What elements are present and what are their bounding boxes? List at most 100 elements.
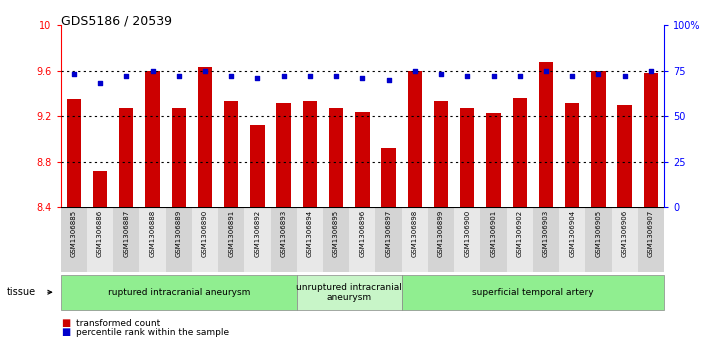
Text: superficial temporal artery: superficial temporal artery bbox=[472, 288, 593, 297]
Point bbox=[173, 73, 184, 79]
Text: GSM1306887: GSM1306887 bbox=[124, 210, 129, 257]
Bar bbox=[113, 25, 139, 207]
Bar bbox=[612, 25, 638, 207]
Bar bbox=[218, 25, 244, 207]
Text: ■: ■ bbox=[61, 318, 70, 328]
Text: percentile rank within the sample: percentile rank within the sample bbox=[76, 328, 229, 337]
Bar bbox=[591, 71, 605, 207]
Bar bbox=[297, 207, 323, 272]
FancyBboxPatch shape bbox=[402, 275, 664, 310]
Point bbox=[331, 73, 342, 79]
Bar bbox=[198, 68, 212, 207]
Point bbox=[514, 73, 526, 79]
Point bbox=[461, 73, 473, 79]
Text: GSM1306886: GSM1306886 bbox=[97, 210, 103, 257]
Point bbox=[94, 81, 106, 86]
Text: GSM1306893: GSM1306893 bbox=[281, 210, 286, 257]
Bar bbox=[113, 207, 139, 272]
Bar bbox=[638, 25, 664, 207]
Bar bbox=[139, 25, 166, 207]
Text: GSM1306901: GSM1306901 bbox=[491, 210, 496, 257]
Point bbox=[356, 75, 368, 81]
Bar bbox=[244, 25, 271, 207]
Text: ruptured intracranial aneurysm: ruptured intracranial aneurysm bbox=[108, 288, 250, 297]
Bar bbox=[618, 105, 632, 207]
Bar bbox=[408, 71, 422, 207]
Bar bbox=[486, 113, 501, 207]
Bar bbox=[376, 25, 402, 207]
Text: tissue: tissue bbox=[7, 287, 36, 297]
Bar bbox=[481, 207, 507, 272]
Text: GSM1306906: GSM1306906 bbox=[622, 210, 628, 257]
Bar bbox=[87, 207, 113, 272]
Bar bbox=[644, 73, 658, 207]
Text: GSM1306898: GSM1306898 bbox=[412, 210, 418, 257]
Bar bbox=[402, 207, 428, 272]
Bar bbox=[66, 99, 81, 207]
Point bbox=[645, 68, 657, 74]
Bar bbox=[218, 207, 244, 272]
FancyBboxPatch shape bbox=[297, 275, 402, 310]
Point bbox=[121, 73, 132, 79]
Text: GSM1306888: GSM1306888 bbox=[149, 210, 156, 257]
Bar bbox=[61, 207, 87, 272]
Bar bbox=[323, 25, 349, 207]
Bar bbox=[460, 108, 475, 207]
Text: GSM1306902: GSM1306902 bbox=[517, 210, 523, 257]
Text: GSM1306892: GSM1306892 bbox=[254, 210, 261, 257]
Bar bbox=[565, 102, 580, 207]
Text: GSM1306885: GSM1306885 bbox=[71, 210, 77, 257]
Bar bbox=[297, 25, 323, 207]
Bar bbox=[166, 25, 192, 207]
FancyBboxPatch shape bbox=[61, 275, 297, 310]
Bar bbox=[61, 25, 87, 207]
Bar bbox=[171, 108, 186, 207]
Bar bbox=[513, 98, 527, 207]
Text: GSM1306904: GSM1306904 bbox=[569, 210, 575, 257]
Text: GSM1306890: GSM1306890 bbox=[202, 210, 208, 257]
Bar bbox=[434, 101, 448, 207]
Bar bbox=[271, 25, 297, 207]
Bar bbox=[166, 207, 192, 272]
Bar bbox=[323, 207, 349, 272]
Bar bbox=[381, 148, 396, 207]
Bar bbox=[276, 102, 291, 207]
Bar bbox=[585, 207, 612, 272]
Bar bbox=[349, 207, 376, 272]
Text: GSM1306896: GSM1306896 bbox=[359, 210, 366, 257]
Bar bbox=[559, 207, 585, 272]
Text: GDS5186 / 20539: GDS5186 / 20539 bbox=[61, 15, 171, 28]
Point bbox=[199, 68, 211, 74]
Text: GSM1306903: GSM1306903 bbox=[543, 210, 549, 257]
Bar bbox=[376, 207, 402, 272]
Bar bbox=[93, 171, 107, 207]
Bar bbox=[349, 25, 376, 207]
Bar bbox=[355, 112, 370, 207]
Bar bbox=[454, 207, 481, 272]
Point bbox=[409, 68, 421, 74]
Bar bbox=[539, 62, 553, 207]
Text: GSM1306894: GSM1306894 bbox=[307, 210, 313, 257]
Bar bbox=[192, 25, 218, 207]
Bar bbox=[507, 25, 533, 207]
Point bbox=[593, 72, 604, 77]
Point bbox=[540, 68, 552, 74]
Bar bbox=[612, 207, 638, 272]
Point bbox=[278, 73, 289, 79]
Bar bbox=[303, 101, 317, 207]
Bar bbox=[224, 101, 238, 207]
Point bbox=[226, 73, 237, 79]
Text: GSM1306907: GSM1306907 bbox=[648, 210, 654, 257]
Bar bbox=[119, 108, 134, 207]
Bar bbox=[145, 71, 160, 207]
Point bbox=[252, 75, 263, 81]
Bar bbox=[559, 25, 585, 207]
Text: GSM1306900: GSM1306900 bbox=[464, 210, 471, 257]
Text: GSM1306891: GSM1306891 bbox=[228, 210, 234, 257]
Text: transformed count: transformed count bbox=[76, 319, 161, 327]
Point bbox=[68, 72, 79, 77]
Bar bbox=[533, 207, 559, 272]
Text: ■: ■ bbox=[61, 327, 70, 337]
Text: unruptured intracranial
aneurysm: unruptured intracranial aneurysm bbox=[296, 282, 402, 302]
Bar bbox=[454, 25, 481, 207]
